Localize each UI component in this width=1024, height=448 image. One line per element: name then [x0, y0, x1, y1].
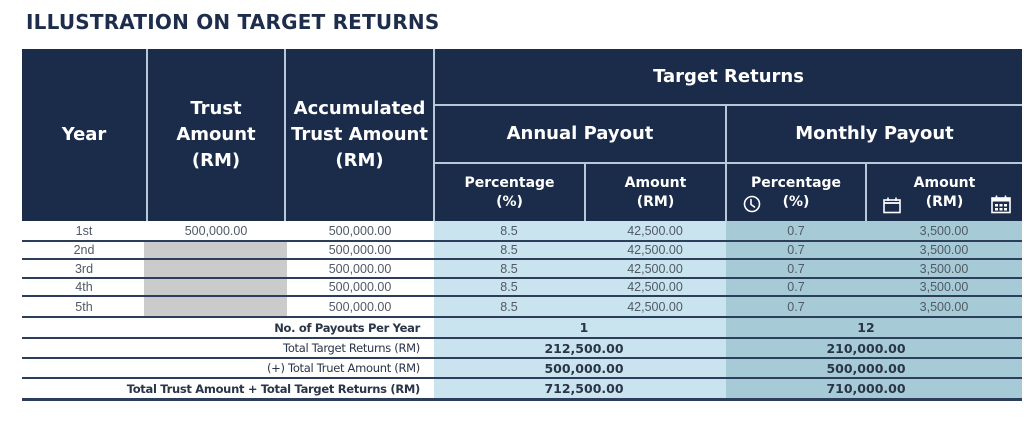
header-divider: [284, 49, 286, 221]
header-monthly-amount: Amount (RM): [867, 164, 1022, 221]
header-accumulated-line1: Accumulated: [293, 98, 426, 119]
header-target-returns-label: Target Returns: [653, 65, 804, 87]
header-annual-pct-line1: Percentage: [464, 174, 555, 191]
header-annual-amt-line1: Amount: [624, 174, 687, 191]
annual-pct-cell: 8.5: [500, 243, 518, 257]
year-cell: 2nd: [73, 243, 95, 257]
accumulated-cell: 500,000.00: [328, 261, 392, 276]
summary-monthly-value: 12: [857, 320, 875, 335]
annual-pct-cell: 8.5: [500, 261, 518, 276]
header-annual-percentage: Percentage (%): [435, 164, 584, 221]
header-accumulated: Accumulated Trust Amount (RM): [286, 49, 433, 221]
monthly-pct-cell: 0.7: [787, 243, 805, 257]
header-divider: [725, 106, 727, 221]
header-target-returns: Target Returns: [435, 49, 1022, 104]
summary-monthly-value: 210,000.00: [826, 340, 906, 356]
header-divider: [584, 164, 586, 221]
row-divider: [22, 337, 1022, 339]
trust-cell: 500,000.00: [184, 224, 248, 238]
row-divider: [22, 398, 1022, 401]
monthly-pct-cell: 0.7: [787, 299, 805, 314]
header-trust-line1: Trust: [190, 98, 242, 119]
annual-column-bg: [434, 221, 726, 400]
row-divider: [22, 277, 1022, 279]
page-title: ILLUSTRATION ON TARGET RETURNS: [26, 10, 440, 34]
header-divider: [865, 164, 867, 221]
header-divider: [435, 162, 1022, 164]
summary-annual-value: 712,500.00: [544, 381, 624, 396]
header-year: Year: [22, 49, 146, 221]
year-cell: 4th: [75, 279, 93, 294]
header-annual-pct-line2: (%): [496, 193, 523, 210]
summary-label: Total Trust Amount + Total Target Return…: [126, 381, 421, 396]
accumulated-cell: 500,000.00: [328, 279, 392, 294]
header-monthly-amt-line2: (RM): [925, 193, 964, 210]
accumulated-cell: 500,000.00: [328, 243, 392, 257]
header-divider: [435, 104, 1022, 106]
summary-label: (+) Total Truet Amount (RM): [266, 361, 420, 375]
annual-amt-cell: 42,500.00: [627, 243, 683, 257]
header-monthly-payout: Monthly Payout: [727, 106, 1022, 162]
row-divider: [22, 258, 1022, 260]
header-accumulated-line3: (RM): [335, 150, 384, 171]
accumulated-cell: 500,000.00: [328, 224, 392, 238]
header-monthly-payout-label: Monthly Payout: [795, 123, 954, 144]
header-annual-amount: Amount (RM): [586, 164, 725, 221]
header-year-label: Year: [61, 124, 107, 145]
calendar-grid-icon: [991, 195, 1011, 214]
accumulated-cell: 500,000.00: [328, 299, 392, 314]
monthly-amt-cell: 3,500.00: [919, 261, 969, 276]
header-trust-amount: Trust Amount (RM): [148, 49, 284, 221]
header-monthly-pct-line1: Percentage: [750, 174, 842, 191]
row-divider: [22, 316, 1022, 318]
calendar-icon: [883, 197, 901, 214]
annual-amt-cell: 42,500.00: [627, 279, 683, 294]
clock-icon: [743, 195, 761, 213]
summary-monthly-value: 710,000.00: [826, 381, 906, 396]
row-divider: [22, 295, 1022, 297]
monthly-column-bg: [726, 221, 1022, 400]
year-cell: 3rd: [74, 261, 94, 276]
annual-amt-cell: 42,500.00: [627, 224, 683, 238]
summary-annual-value: 1: [579, 320, 589, 335]
summary-label: Total Target Returns (RM): [283, 341, 420, 355]
header-monthly-amt-line1: Amount: [913, 174, 976, 191]
header-trust-line3: (RM): [191, 150, 241, 171]
monthly-pct-cell: 0.7: [787, 261, 805, 276]
header-monthly-pct-line2: (%): [782, 193, 810, 210]
summary-monthly-value: 500,000.00: [826, 360, 906, 376]
year-cell: 5th: [75, 299, 93, 314]
header-trust-line2: Amount: [176, 124, 256, 145]
row-divider: [22, 357, 1022, 359]
annual-amt-cell: 42,500.00: [627, 299, 683, 314]
header-annual-payout: Annual Payout: [435, 106, 725, 162]
monthly-amt-cell: 3,500.00: [919, 224, 969, 238]
summary-annual-value: 212,500.00: [544, 340, 624, 356]
monthly-amt-cell: 3,500.00: [919, 279, 969, 294]
header-divider: [433, 49, 435, 221]
annual-pct-cell: 8.5: [500, 279, 518, 294]
monthly-amt-cell: 3,500.00: [919, 243, 969, 257]
row-divider: [22, 240, 1022, 242]
header-annual-amt-line2: (RM): [636, 193, 675, 210]
summary-label: No. of Payouts Per Year: [274, 320, 420, 335]
header-divider: [146, 49, 148, 221]
year-cell: 1st: [75, 224, 93, 238]
annual-pct-cell: 8.5: [500, 224, 518, 238]
row-divider: [22, 377, 1022, 379]
header-annual-payout-label: Annual Payout: [506, 123, 654, 144]
annual-pct-cell: 8.5: [500, 299, 518, 314]
monthly-amt-cell: 3,500.00: [919, 299, 969, 314]
monthly-pct-cell: 0.7: [787, 224, 805, 238]
annual-amt-cell: 42,500.00: [627, 261, 683, 276]
header-accumulated-line2: Trust Amount: [291, 124, 428, 145]
summary-annual-value: 500,000.00: [544, 360, 624, 376]
blank-trust-cells: [144, 242, 287, 316]
monthly-pct-cell: 0.7: [787, 279, 805, 294]
